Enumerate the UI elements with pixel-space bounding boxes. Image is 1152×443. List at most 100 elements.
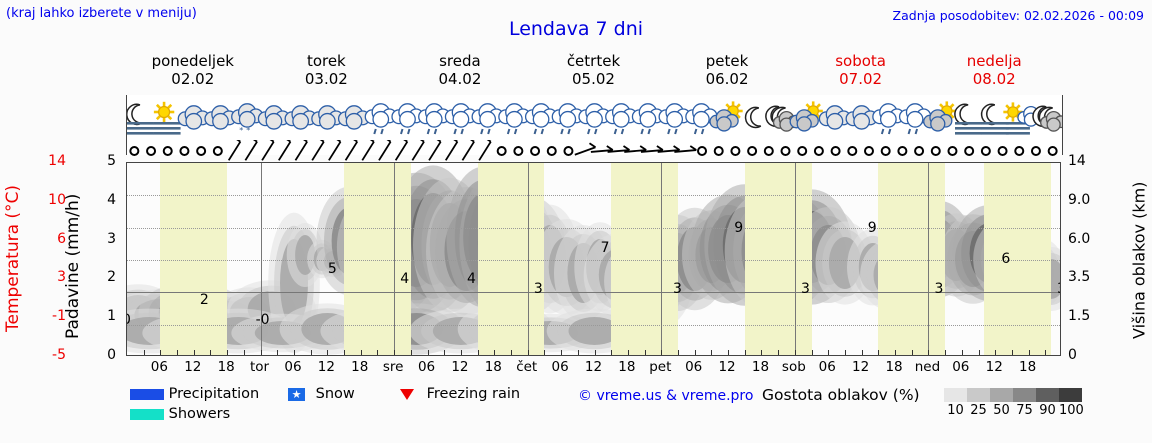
weather-icon-cloud-rain — [444, 103, 478, 135]
time-label-6: 18 — [351, 359, 369, 375]
cloud-height-tick-3: 3.5 — [1068, 269, 1091, 286]
time-label-17: 12 — [718, 359, 736, 375]
night-band — [744, 163, 812, 355]
cloud-density-legend-title: Gostota oblakov (%) — [762, 386, 920, 404]
day-header-4: petek 06.02 — [660, 52, 794, 90]
time-tick — [595, 350, 596, 355]
time-tick — [812, 350, 813, 355]
cloud-height-tick-5: 0 — [1068, 347, 1077, 363]
temperature-label-13: 6 — [1001, 250, 1011, 267]
time-tick — [995, 350, 996, 355]
temperature-tick-2: 6 — [57, 230, 66, 247]
time-label-20: 06 — [818, 359, 836, 375]
time-label-2: 18 — [217, 359, 235, 375]
legend-showers-label: Showers — [168, 406, 231, 422]
wind-barb-row — [126, 136, 1061, 162]
weather-icon-fog-moon — [980, 103, 1009, 135]
day-date: 05.02 — [572, 70, 615, 88]
time-tick — [828, 350, 829, 355]
time-tick — [795, 350, 796, 355]
legend-precipitation: Precipitation — [130, 386, 259, 402]
time-tick — [628, 350, 629, 355]
time-tick — [461, 350, 462, 355]
cloud-density-scale-labels: 10 25 50 75 90 100 — [944, 403, 1094, 418]
wind-barb — [947, 146, 958, 156]
time-tick — [177, 350, 178, 355]
weather-icon-cloud-rain — [498, 103, 531, 135]
showers-swatch — [130, 408, 164, 420]
time-tick — [394, 350, 395, 355]
time-tick — [294, 350, 295, 355]
time-tick — [444, 350, 445, 355]
weather-icon-strip: * * — [126, 95, 1063, 155]
temperature-label-4: 4 — [400, 271, 410, 288]
weather-icon-sun-cloud — [709, 101, 743, 132]
wind-barb — [563, 146, 574, 156]
time-tick — [361, 350, 362, 355]
wind-barb — [847, 146, 858, 156]
time-label-7: sre — [382, 359, 404, 375]
h-gridline — [127, 292, 1060, 293]
h-gridline — [127, 195, 1060, 196]
snow-icon: ★ — [288, 387, 305, 401]
precipitation-swatch — [130, 388, 164, 400]
cloud-density-colorbar — [944, 388, 1082, 402]
temperature-tick-0: 14 — [48, 153, 66, 169]
weather-icon-cloud-rain — [898, 103, 932, 135]
wind-barb — [444, 136, 459, 161]
wind-barb — [964, 146, 975, 156]
day-separator — [528, 163, 529, 355]
day-date: 07.02 — [839, 70, 883, 88]
day-separator — [261, 163, 262, 355]
colorbar-label-3: 75 — [1016, 403, 1033, 418]
time-label-19: sob — [781, 359, 806, 375]
temperature-tick-5: -5 — [52, 347, 66, 363]
time-tick — [678, 350, 679, 355]
weather-icon-cloud-rain — [872, 103, 905, 135]
temperature-label-5: 4 — [467, 271, 476, 288]
time-label-1: 12 — [184, 359, 202, 375]
day-separator — [661, 163, 662, 355]
time-label-22: 18 — [885, 359, 903, 375]
wind-barb — [162, 146, 173, 156]
wind-barb — [513, 146, 524, 156]
weather-icon-fog-sun — [153, 101, 181, 135]
h-gridline — [127, 228, 1060, 229]
time-label-23: ned — [914, 359, 941, 375]
time-tick — [428, 350, 429, 355]
weather-icon-cloud — [337, 105, 371, 130]
weather-icon-cloud-rain — [364, 103, 397, 135]
time-tick — [277, 350, 278, 355]
time-tick — [1045, 350, 1046, 355]
plot-area: 0 2 -0 5 4 4 3 7 3 9 3 9 3 6 3 — [126, 162, 1061, 356]
wind-barb — [880, 146, 891, 156]
weather-icon-cloud-rain — [658, 103, 691, 135]
time-tick — [962, 350, 963, 355]
colorbar-step-4 — [1036, 388, 1059, 402]
last-update-label: Zadnja posodobitev: 02.02.2026 - 00:09 — [892, 8, 1144, 23]
weather-icon-cloud-rain — [524, 103, 558, 135]
copyright-link[interactable]: © vreme.us & vreme.pro — [578, 388, 754, 404]
temperature-tick-4: -1 — [52, 308, 66, 325]
wind-barb — [411, 136, 425, 161]
time-tick — [878, 350, 879, 355]
location-menu-note[interactable]: (kraj lahko izberete v meniju) — [6, 6, 197, 21]
time-tick — [261, 350, 262, 355]
time-label-18: 18 — [751, 359, 770, 375]
colorbar-label-1: 25 — [970, 403, 987, 418]
wind-barb — [997, 146, 1008, 156]
temperature-label-8: 3 — [672, 281, 682, 298]
colorbar-step-5 — [1059, 388, 1082, 402]
weather-icon-cloud — [845, 105, 878, 130]
precipitation-tick-4: 1 — [107, 308, 116, 325]
wind-barb — [763, 146, 774, 156]
time-tick — [745, 350, 746, 355]
time-tick — [561, 350, 562, 355]
time-tick — [377, 350, 378, 355]
time-tick — [227, 350, 228, 355]
precipitation-tick-0: 5 — [107, 153, 116, 169]
temperature-axis-title: Temperatura (°C) — [3, 184, 23, 332]
colorbar-step-2 — [990, 388, 1013, 402]
time-label-14: 18 — [618, 359, 636, 375]
